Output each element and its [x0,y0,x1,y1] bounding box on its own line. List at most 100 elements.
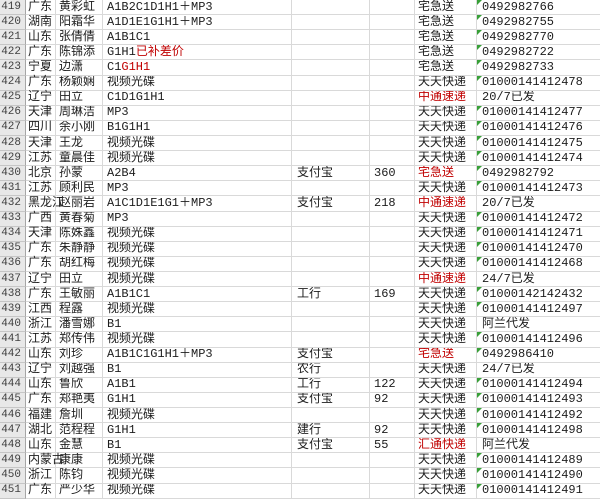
row-number-header[interactable]: 432 [0,196,26,212]
cell-province[interactable]: 内蒙古 [26,453,64,469]
cell-payment[interactable] [292,271,370,288]
row-number-header[interactable]: 431 [0,181,26,197]
cell-products[interactable]: B1G1H1 [103,120,292,136]
cell-amount[interactable] [370,332,415,348]
cell-products[interactable]: A1B1C1 [103,30,292,46]
row-number-header[interactable]: 435 [0,241,26,257]
cell-payment[interactable] [292,332,370,348]
cell-payment[interactable]: 建行 [292,423,370,439]
cell-products[interactable]: B1 [103,317,292,333]
row-number-header[interactable]: 444 [0,377,26,393]
cell-province[interactable]: 湖北 [26,423,56,439]
row-number-header[interactable]: 443 [0,362,26,378]
cell-tracking[interactable]: 01000141412475 [477,135,600,152]
cell-products[interactable]: 视频光碟 [103,151,292,167]
cell-shipping[interactable]: 宅急送 [415,45,477,61]
cell-name[interactable]: 顾利民 [56,181,103,197]
cell-name[interactable]: 范程程 [56,423,103,439]
cell-payment[interactable] [292,256,370,272]
cell-payment[interactable] [292,0,370,16]
cell-payment[interactable]: 支付宝 [292,438,370,454]
row-number-header[interactable]: 420 [0,15,26,31]
row-number-header[interactable]: 440 [0,317,26,333]
cell-products[interactable]: G1H1 [103,423,292,439]
cell-tracking[interactable]: 01000142142432 [477,287,600,303]
cell-tracking[interactable]: 01000141412489 [477,453,600,469]
cell-shipping[interactable]: 中通速递 [415,196,477,212]
row-number-header[interactable]: 448 [0,438,26,454]
cell-name[interactable]: 黄彩虹 [56,0,103,16]
row-number-header[interactable]: 441 [0,332,26,348]
cell-products[interactable]: 视频光碟 [103,256,292,272]
cell-shipping[interactable]: 天天快递 [415,226,477,242]
cell-shipping[interactable]: 天天快递 [415,332,477,348]
cell-amount[interactable] [370,0,415,16]
cell-shipping[interactable]: 天天快递 [415,211,477,227]
cell-name[interactable]: 边潇 [56,60,103,76]
cell-shipping[interactable]: 天天快递 [415,453,477,469]
cell-payment[interactable] [292,75,370,91]
cell-shipping[interactable]: 天天快递 [415,407,477,424]
cell-name[interactable]: 田立 [56,90,103,106]
cell-amount[interactable]: 122 [370,377,415,393]
cell-payment[interactable]: 支付宝 [292,392,370,408]
cell-name[interactable]: 王敏丽 [56,287,103,303]
cell-name[interactable]: 程露 [56,302,103,318]
cell-name[interactable]: 孙蒙 [56,166,103,182]
cell-amount[interactable] [370,226,415,242]
cell-province[interactable]: 广东 [26,75,56,91]
cell-amount[interactable]: 169 [370,287,415,303]
cell-payment[interactable] [292,105,370,121]
cell-tracking[interactable]: 0492982722 [477,45,600,61]
cell-products[interactable]: 视频光碟 [103,241,292,257]
cell-payment[interactable]: 工行 [292,377,370,393]
cell-amount[interactable] [370,15,415,31]
cell-amount[interactable] [370,271,415,288]
cell-amount[interactable] [370,241,415,257]
cell-province[interactable]: 广东 [26,287,56,303]
cell-payment[interactable] [292,241,370,257]
cell-name[interactable]: 赵丽岩 [56,196,103,212]
cell-products[interactable]: MP3 [103,181,292,197]
cell-province[interactable]: 江西 [26,302,56,318]
cell-tracking[interactable]: 01000141412496 [477,332,600,348]
cell-province[interactable]: 江苏 [26,332,56,348]
cell-products[interactable]: MP3 [103,105,292,121]
cell-payment[interactable] [292,90,370,106]
cell-payment[interactable]: 支付宝 [292,347,370,363]
row-number-header[interactable]: 426 [0,105,26,121]
cell-products[interactable]: A1B1C1 [103,287,292,303]
cell-province[interactable]: 广东 [26,392,56,408]
cell-amount[interactable] [370,120,415,136]
cell-tracking[interactable]: 01000141412471 [477,226,600,242]
cell-tracking[interactable]: 01000141412492 [477,407,600,424]
cell-payment[interactable] [292,302,370,318]
row-number-header[interactable]: 428 [0,135,26,152]
cell-payment[interactable] [292,151,370,167]
cell-amount[interactable] [370,75,415,91]
cell-province[interactable]: 辽宁 [26,90,56,106]
cell-payment[interactable] [292,181,370,197]
cell-amount[interactable]: 218 [370,196,415,212]
cell-province[interactable]: 江苏 [26,181,56,197]
cell-name[interactable]: 童晨佳 [56,151,103,167]
cell-amount[interactable] [370,302,415,318]
row-number-header[interactable]: 419 [0,0,26,16]
cell-province[interactable]: 天津 [26,135,56,152]
cell-province[interactable]: 山东 [26,347,56,363]
cell-province[interactable]: 浙江 [26,468,56,484]
cell-shipping[interactable]: 天天快递 [415,135,477,152]
cell-shipping[interactable]: 宅急送 [415,15,477,31]
cell-tracking[interactable]: 24/7已发 [477,272,600,288]
cell-payment[interactable] [292,226,370,242]
cell-amount[interactable] [370,407,415,424]
cell-products[interactable]: A1B1C1G1H1＋MP3 [103,347,292,363]
cell-name[interactable]: 金慧 [56,438,103,454]
row-number-header[interactable]: 449 [0,453,26,469]
cell-tracking[interactable]: 20/7已发 [477,196,600,212]
cell-province[interactable]: 辽宁 [26,271,56,288]
cell-amount[interactable] [370,211,415,227]
cell-name[interactable]: 严少华 [56,483,103,499]
cell-shipping[interactable]: 天天快递 [415,181,477,197]
cell-payment[interactable] [292,407,370,424]
